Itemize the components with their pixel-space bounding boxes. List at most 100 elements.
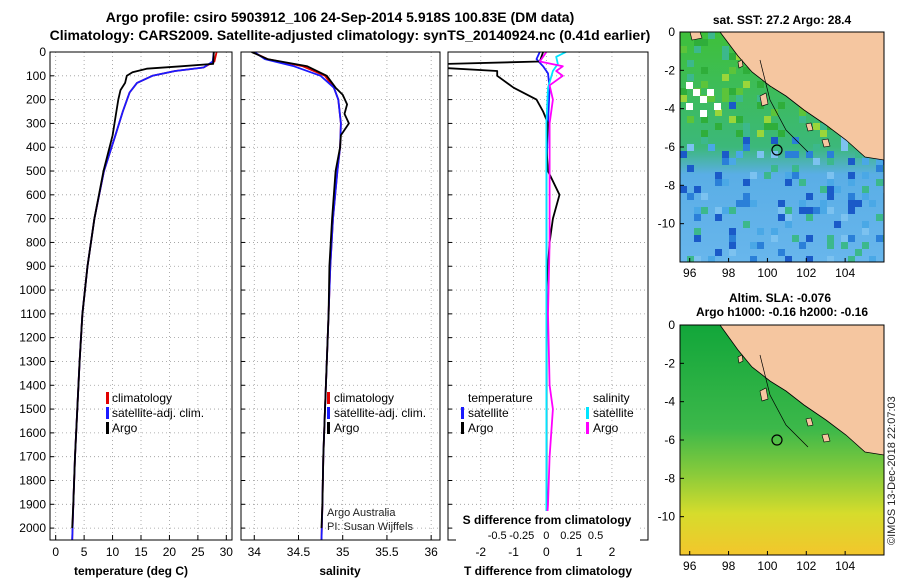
- bathymetry-contour: [759, 59, 809, 153]
- sst-pixel: [750, 256, 757, 262]
- sst-pixel: [848, 207, 855, 214]
- sst-pixel: [729, 88, 736, 95]
- map-y-tick-label: 0: [668, 25, 675, 39]
- x-tick-label: 10: [106, 545, 120, 559]
- map-y-tick-label: -4: [664, 102, 675, 116]
- series-line-climatology: [71, 52, 218, 540]
- sumatra-land: [719, 325, 884, 456]
- sst-pixel: [694, 46, 701, 53]
- sst-pixel: [855, 151, 862, 158]
- sst-pixel: [701, 193, 708, 200]
- legend-satellite-label: satellite-adj. clim.: [334, 406, 426, 420]
- sst-pixel: [722, 74, 729, 81]
- sst-pixel: [729, 53, 736, 60]
- sst-pixel: [715, 249, 722, 256]
- legend-t-satellite-label: satellite: [468, 406, 509, 420]
- depth-tick-label: 400: [26, 140, 46, 154]
- sst-pixel: [694, 207, 701, 214]
- sst-pixel: [743, 200, 750, 207]
- s-diff-tick-label: 0.5: [588, 530, 603, 542]
- s-diff-tick-label: -0.5: [488, 530, 507, 542]
- sst-pixel: [806, 256, 813, 262]
- sst-pixel: [827, 151, 834, 158]
- sst-pixel: [701, 116, 708, 123]
- depth-axis: 0 100 200 300 400 500 600 700 800 900 1000 1100 1200…: [19, 45, 46, 535]
- note-pi: PI: Susan Wijffels: [327, 521, 413, 533]
- sst-pixel: [848, 200, 855, 207]
- series-line-salinity-satellite: [545, 52, 567, 529]
- sst-pixel: [750, 200, 757, 207]
- island-simeulue: [737, 354, 744, 364]
- sst-pixel: [785, 179, 792, 186]
- map-x-tick-label: 96: [683, 559, 697, 573]
- depth-tick-label: 900: [26, 259, 46, 273]
- sst-pixel: [771, 137, 778, 144]
- depth-tick-label: 1900: [19, 497, 46, 511]
- depth-tick-label: 300: [26, 116, 46, 130]
- sst-pixel: [813, 207, 820, 214]
- sst-pixel: [715, 179, 722, 186]
- sst-pixel: [848, 158, 855, 165]
- sst-pixel: [827, 158, 834, 165]
- series-line-climatology: [252, 52, 342, 540]
- sst-cloud-gap: [693, 89, 700, 96]
- sst-pixel: [743, 193, 750, 200]
- sst-pixel: [750, 172, 757, 179]
- x-tick-label: 36: [424, 545, 438, 559]
- sst-pixel: [736, 116, 743, 123]
- sst-pixel: [757, 151, 764, 158]
- sst-pixel: [715, 109, 722, 116]
- x-tick-label: 0: [543, 545, 550, 559]
- profile-location-marker: [771, 144, 783, 156]
- sst-pixel: [855, 249, 862, 256]
- series-line-argo: [251, 52, 350, 529]
- depth-tick-label: 200: [26, 93, 46, 107]
- legend-argo-swatch: [106, 422, 109, 434]
- sst-cloud-gap: [686, 103, 693, 110]
- panel-frame: [240, 51, 441, 541]
- depth-tick-label: 100: [26, 69, 46, 83]
- sst-pixel: [848, 179, 855, 186]
- sst-pixel: [827, 186, 834, 193]
- sst-pixel: [820, 130, 827, 137]
- sst-pixel: [813, 158, 820, 165]
- sst-pixel: [743, 81, 750, 88]
- sst-pixel: [806, 214, 813, 221]
- sst-map-axes: 96 98 100 102 104 0 -2 -4 -6 -8 -10: [658, 25, 856, 280]
- temperature-legend: climatology satellite-adj. clim. Argo: [106, 391, 204, 435]
- sst-pixel: [771, 165, 778, 172]
- sst-pixel: [820, 200, 827, 207]
- bathymetry-contour: [759, 354, 809, 448]
- legend-satellite-label: satellite-adj. clim.: [112, 406, 204, 420]
- sst-pixel: [715, 123, 722, 130]
- salinity-legend: climatology satellite-adj. clim. Argo: [327, 391, 426, 435]
- depth-tick-label: 2000: [19, 521, 46, 535]
- sst-pixel: [862, 228, 869, 235]
- sst-pixel: [743, 179, 750, 186]
- sst-pixel: [736, 151, 743, 158]
- depth-tick-label: 500: [26, 164, 46, 178]
- map-x-tick-label: 104: [835, 559, 855, 573]
- x-tick-label: 34.5: [287, 545, 311, 559]
- sst-pixel: [827, 242, 834, 249]
- sst-pixel: [743, 221, 750, 228]
- map-x-tick-label: 100: [757, 266, 777, 280]
- sst-pixel: [680, 46, 687, 53]
- x-tick-label: 30: [220, 545, 234, 559]
- legend-argo-label: Argo: [334, 421, 360, 435]
- sst-pixel: [694, 228, 701, 235]
- legend-temperature-title: temperature: [468, 391, 533, 405]
- sst-pixel: [771, 123, 778, 130]
- sst-pixel: [687, 193, 694, 200]
- sst-pixel: [862, 158, 869, 165]
- sst-pixel: [729, 235, 736, 242]
- sst-pixel: [799, 179, 806, 186]
- sst-pixel: [757, 130, 764, 137]
- sst-pixel: [771, 228, 778, 235]
- legend-s-argo-swatch: [586, 422, 589, 434]
- note-argo-australia: Argo Australia: [327, 507, 396, 519]
- s-difference-box: [456, 511, 640, 543]
- sst-pixel: [729, 158, 736, 165]
- map-y-tick-label: -8: [664, 471, 675, 485]
- sst-pixel: [827, 207, 834, 214]
